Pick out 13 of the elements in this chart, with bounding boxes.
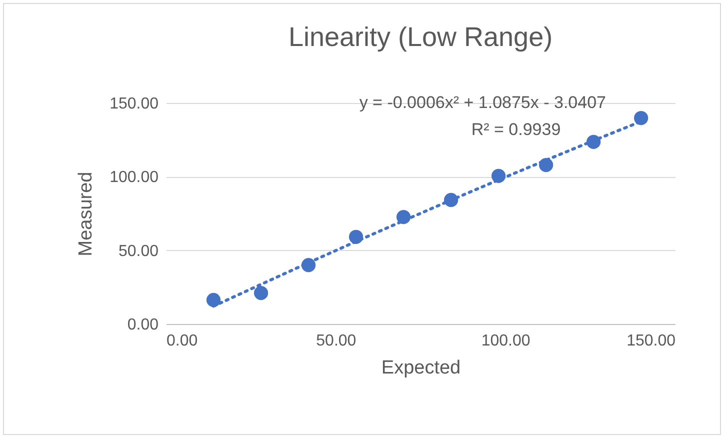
annotation: R² = 0.9939: [471, 120, 561, 139]
y-axis-title: Measured: [76, 172, 97, 256]
y-tick-label: 100.00: [110, 169, 159, 186]
x-axis-title: Expected: [381, 358, 461, 378]
x-tick-label: 150.00: [626, 332, 676, 350]
x-tick-label: 100.00: [481, 332, 530, 350]
x-tick-label: 50.00: [316, 332, 356, 350]
x-tick-label: 0.00: [166, 332, 198, 350]
chart-title: Linearity (Low Range): [288, 22, 553, 52]
annotation: y = -0.0006x² + 1.0875x - 3.0407: [359, 93, 606, 112]
y-tick-label: 50.00: [118, 242, 159, 260]
y-tick-label: 150.00: [110, 96, 159, 112]
y-tick-label: 0.00: [127, 316, 159, 334]
